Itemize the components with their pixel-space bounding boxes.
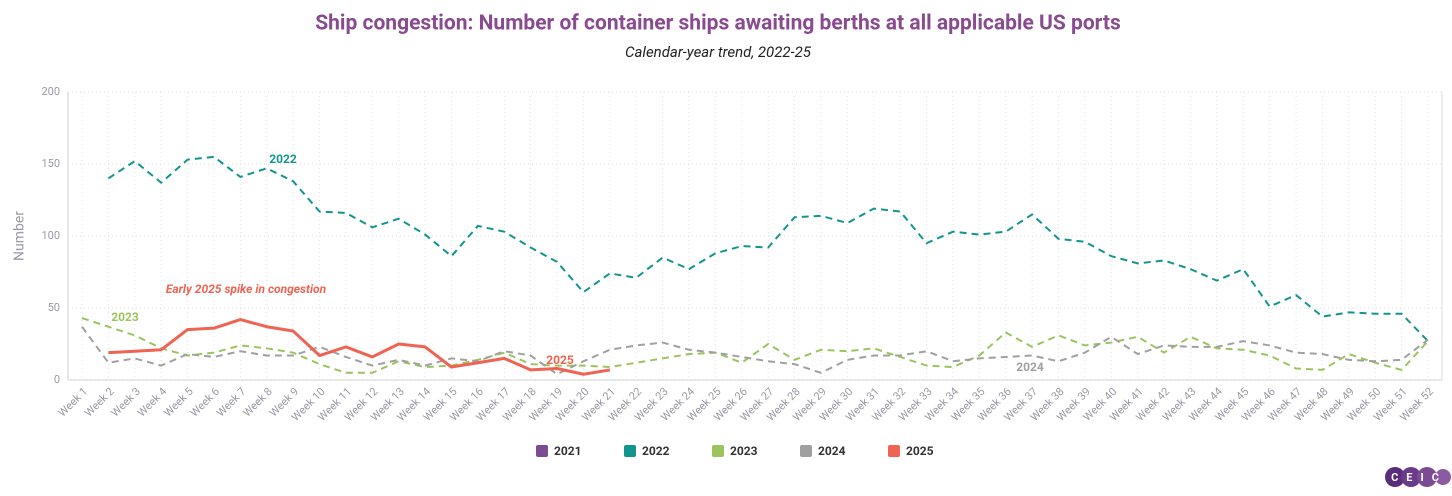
legend-label: 2022 bbox=[642, 444, 670, 458]
legend-label: 2021 bbox=[554, 444, 582, 458]
legend-swatch bbox=[536, 445, 548, 457]
legend-swatch bbox=[712, 445, 724, 457]
chart-title: Ship congestion: Number of container shi… bbox=[315, 12, 1121, 36]
logo-text: CEIC bbox=[1391, 471, 1447, 484]
legend-item: 2022 bbox=[624, 444, 670, 458]
legend-item: 2021 bbox=[536, 444, 582, 458]
y-tick-label: 100 bbox=[41, 229, 60, 242]
annotation: 2023 bbox=[111, 310, 139, 324]
y-tick-label: 200 bbox=[41, 85, 60, 98]
series-line bbox=[81, 317, 1429, 374]
legend-label: 2025 bbox=[906, 444, 934, 458]
legend-swatch bbox=[800, 445, 812, 457]
chart-subtitle: Calendar-year trend, 2022-25 bbox=[625, 43, 812, 61]
series-line bbox=[107, 155, 1429, 342]
legend-swatch bbox=[624, 445, 636, 457]
legend-item: 2025 bbox=[888, 444, 934, 458]
legend-item: 2024 bbox=[800, 444, 846, 458]
y-tick-label: 0 bbox=[54, 373, 60, 386]
y-axis-label: Number bbox=[12, 211, 28, 261]
logo: CEIC bbox=[1385, 467, 1451, 487]
y-tick-label: 50 bbox=[48, 301, 60, 314]
legend-label: 2023 bbox=[730, 444, 758, 458]
legend-item: 2023 bbox=[712, 444, 758, 458]
annotation: 2025 bbox=[546, 353, 574, 367]
legend-label: 2024 bbox=[818, 444, 846, 458]
annotation: Early 2025 spike in congestion bbox=[166, 282, 327, 296]
series-line bbox=[108, 318, 611, 376]
y-tick-label: 150 bbox=[41, 157, 60, 170]
annotation: 2024 bbox=[1016, 360, 1044, 374]
annotation: 2022 bbox=[269, 152, 297, 166]
legend-swatch bbox=[888, 445, 900, 457]
